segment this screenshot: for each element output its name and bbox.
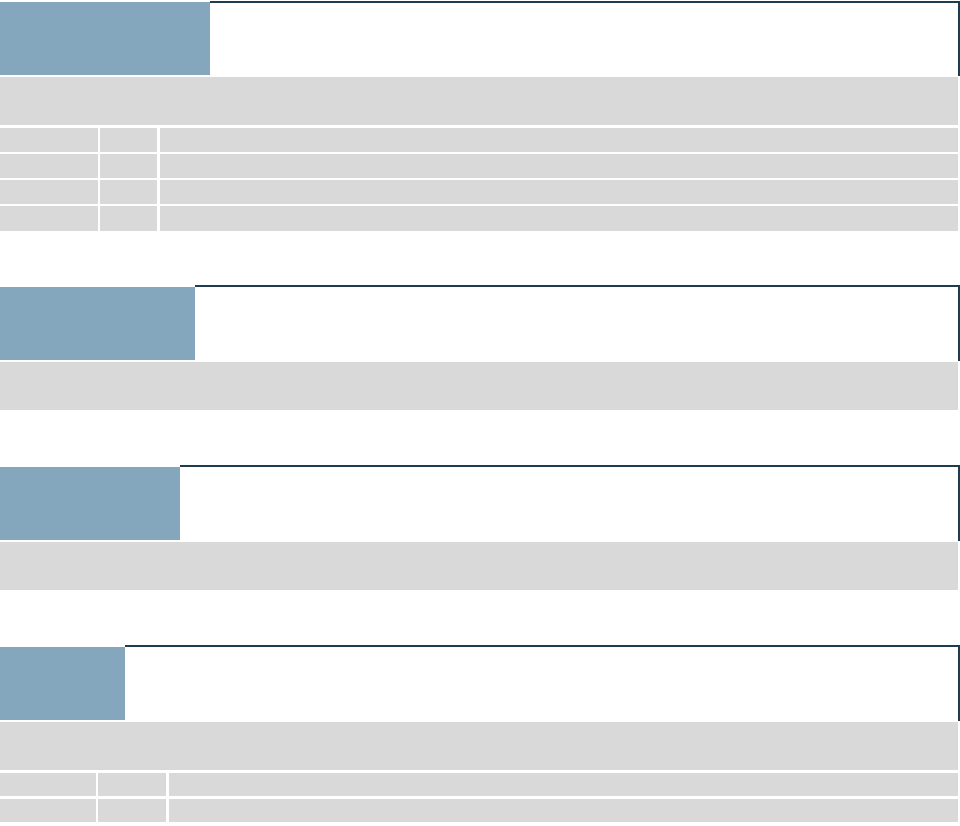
- table-cell: [160, 154, 958, 178]
- header-tab: [0, 647, 125, 720]
- section-band: [0, 722, 958, 770]
- header-frame: [195, 285, 960, 361]
- header-tab: [0, 287, 195, 360]
- table-cell: [160, 206, 958, 231]
- table-cell: [100, 206, 157, 231]
- table-cell: [98, 799, 166, 822]
- table-cell: [169, 799, 958, 822]
- table-cell: [0, 206, 98, 231]
- table-cell: [100, 180, 157, 204]
- header-frame: [210, 1, 960, 76]
- section-band: [0, 542, 958, 590]
- header-tab: [0, 2, 210, 75]
- table-cell: [100, 154, 157, 178]
- section-band: [0, 362, 958, 410]
- table-cell: [0, 799, 96, 822]
- table-cell: [169, 773, 958, 796]
- table-cell: [160, 180, 958, 204]
- header-tab: [0, 467, 180, 540]
- table-cell: [0, 180, 98, 204]
- header-frame: [180, 465, 960, 541]
- table-cell: [160, 128, 958, 152]
- header-frame: [125, 645, 960, 721]
- section-band: [0, 77, 958, 125]
- table-cell: [0, 128, 98, 152]
- table-cell: [98, 773, 166, 796]
- table-cell: [0, 154, 98, 178]
- table-cell: [100, 128, 157, 152]
- table-cell: [0, 773, 96, 796]
